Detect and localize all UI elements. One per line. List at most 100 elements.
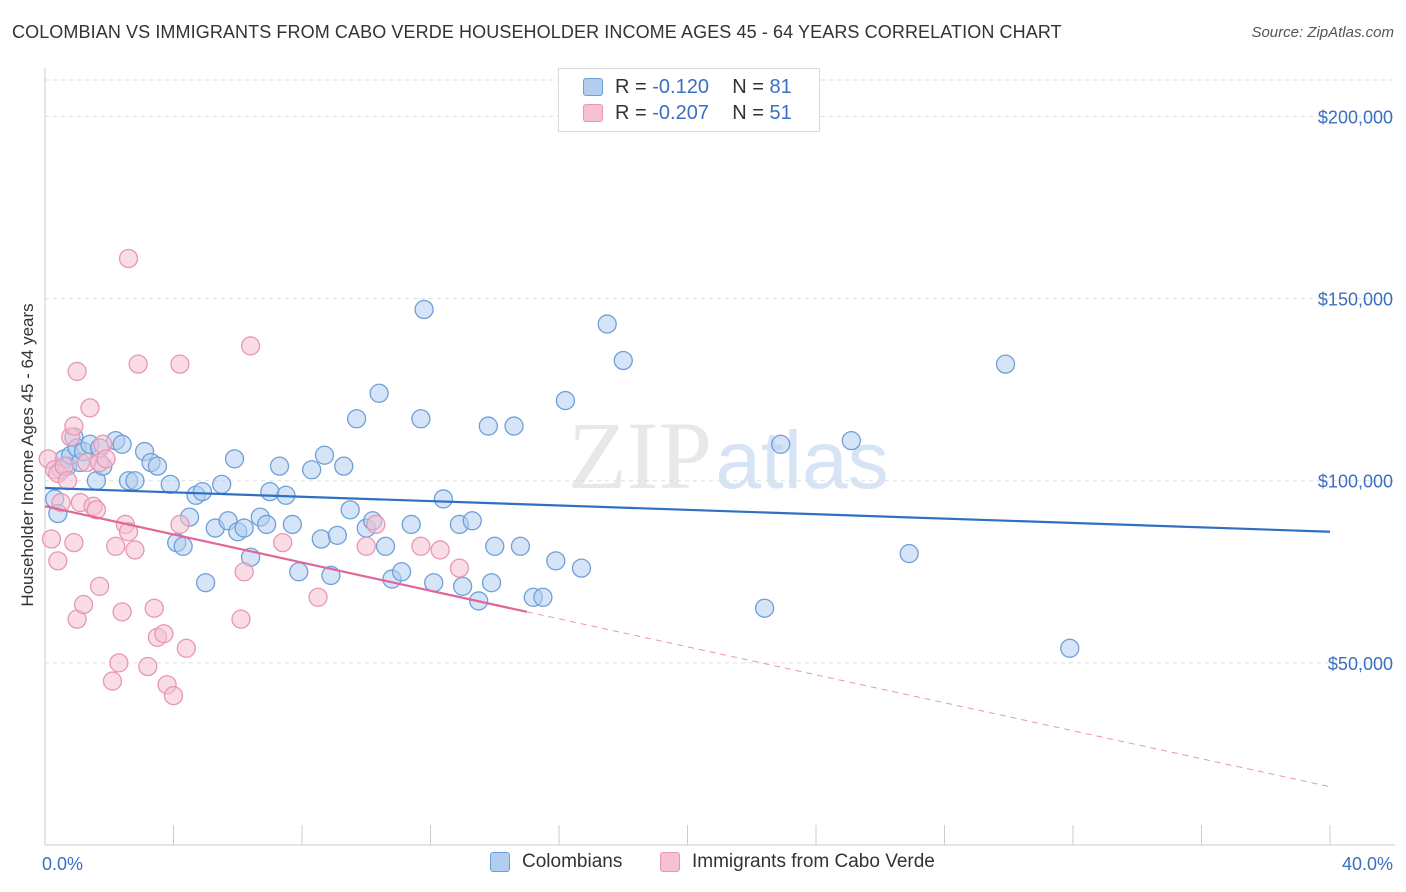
colombians-point <box>224 449 245 469</box>
cabo-verde-point <box>411 536 431 556</box>
colombians-point <box>841 430 861 451</box>
cabo-verde-point <box>118 248 139 269</box>
cabo-verde-point <box>86 500 107 520</box>
cabo-verde-point <box>231 609 251 629</box>
cabo-verde-point <box>138 656 158 677</box>
colombians-points <box>44 299 1080 658</box>
watermark: ZIP atlas <box>568 402 889 509</box>
legend-r-value: -0.207 <box>652 101 709 124</box>
y-tick-label: $50,000 <box>1328 654 1393 674</box>
series-swatch-blue <box>490 852 510 872</box>
cabo-verde-point <box>170 514 190 535</box>
legend-n-value: 51 <box>769 101 792 124</box>
chart-title: COLOMBIAN VS IMMIGRANTS FROM CABO VERDE … <box>12 22 1062 42</box>
cabo-verde-point <box>449 558 470 578</box>
colombians-point <box>327 525 347 546</box>
cabo-verde-point <box>51 492 71 513</box>
colombians-point <box>510 536 531 556</box>
cabo-verde-point <box>273 532 293 553</box>
colombians-trend-line <box>44 486 1331 533</box>
colombians-point <box>571 558 592 578</box>
source-label: Source: ZipAtlas.com <box>1251 24 1394 41</box>
colombians-point <box>112 434 132 454</box>
trend-lines <box>44 486 1331 788</box>
axes <box>44 68 1395 846</box>
colombians-point <box>257 514 277 535</box>
legend-r-label: R = <box>615 75 647 98</box>
legend-row-cabo-verde: R = -0.207 N = 51 <box>583 101 792 125</box>
colombians-point <box>754 598 775 618</box>
legend-n-label: N = <box>732 101 764 124</box>
colombians-point <box>192 481 213 502</box>
colombians-point <box>375 536 396 556</box>
colombians-point <box>546 551 566 571</box>
colombians-point <box>462 511 482 531</box>
colombians-point <box>282 514 303 535</box>
legend-swatch-pink <box>583 104 603 122</box>
colombians-point <box>1060 638 1080 658</box>
colombians-point <box>613 350 633 371</box>
colombians-point <box>391 562 412 582</box>
colombians-point <box>301 460 322 480</box>
cabo-verde-point <box>240 336 261 356</box>
colombians-point <box>311 529 331 549</box>
cabo-verde-points <box>38 248 470 706</box>
colombians-point <box>555 390 576 411</box>
cabo-verde-point <box>128 354 148 374</box>
colombians-point <box>504 416 524 436</box>
legend-r-label: R = <box>615 101 647 124</box>
tick-labels: $50,000 $100,000 $150,000 $200,000 0.0% 40.0% <box>42 107 1393 874</box>
colombians-point <box>411 409 431 429</box>
x-tick-label-max: 40.0% <box>1342 854 1393 874</box>
colombians-point <box>433 489 454 509</box>
legend-r-value: -0.120 <box>652 75 709 98</box>
colombians-point <box>260 481 280 502</box>
legend-n-label: N = <box>732 75 764 98</box>
legend-swatch-blue <box>583 78 603 96</box>
cabo-verde-point <box>163 685 184 706</box>
colombians-point <box>346 409 367 429</box>
cabo-verde-point <box>356 536 376 556</box>
cabo-verde-point <box>176 638 197 658</box>
colombians-point <box>401 514 421 535</box>
legend-n-value: 81 <box>769 75 792 98</box>
cabo-verde-point <box>102 671 123 691</box>
cabo-verde-point <box>308 587 328 607</box>
cabo-verde-trend-extension <box>526 611 1331 788</box>
cabo-verde-point <box>234 562 254 582</box>
colombians-point <box>533 587 553 607</box>
cabo-verde-point <box>125 540 145 560</box>
cabo-verde-point <box>109 653 129 673</box>
colombians-point <box>899 543 919 564</box>
cabo-verde-point <box>67 361 87 382</box>
colombians-point <box>452 576 473 597</box>
watermark-zip: ZIP <box>568 402 712 509</box>
series-legend: Colombians Immigrants from Cabo Verde <box>0 851 1406 877</box>
cabo-verde-point <box>89 576 110 597</box>
colombians-point <box>234 518 254 538</box>
colombians-point <box>212 474 232 495</box>
cabo-verde-point <box>112 602 132 622</box>
series-legend-label: Colombians <box>522 851 623 872</box>
colombians-point <box>478 416 498 436</box>
cabo-verde-point <box>366 514 386 535</box>
cabo-verde-point <box>96 449 116 469</box>
cabo-verde-point <box>41 529 62 549</box>
colombians-point <box>173 536 193 556</box>
colombians-point <box>597 314 617 334</box>
cabo-verde-point <box>430 540 450 560</box>
cabo-verde-point <box>80 398 100 418</box>
colombians-point <box>289 562 309 582</box>
cabo-verde-trend-line <box>44 505 528 613</box>
cabo-verde-point <box>154 624 174 644</box>
colombians-point <box>481 573 502 593</box>
cabo-verde-point <box>57 471 78 491</box>
colombians-point <box>995 354 1016 374</box>
cabo-verde-point <box>64 416 84 436</box>
colombians-point <box>195 573 216 593</box>
cabo-verde-point <box>48 551 68 571</box>
cabo-verde-point <box>144 598 164 618</box>
y-tick-label: $200,000 <box>1318 107 1393 127</box>
colombians-point <box>269 456 290 476</box>
